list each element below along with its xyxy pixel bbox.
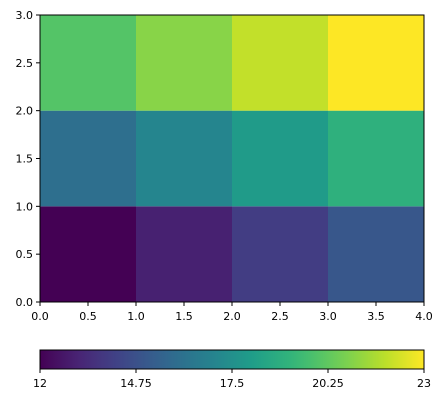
heatmap-cell [40,110,136,207]
x-tick-label: 4.0 [415,310,433,323]
x-tick-label: 0.0 [31,310,49,323]
colorbar-tick-label: 14.75 [120,377,152,390]
y-tick-label: 1.0 [16,200,34,213]
heatmap-cell [232,15,328,111]
x-axis: 0.0 0.5 1.0 1.5 2.0 2.5 3.0 3.5 4.0 [31,302,433,323]
y-tick-label: 1.5 [16,153,34,166]
colorbar-tick-label: 12 [33,377,47,390]
x-tick-label: 0.5 [79,310,97,323]
x-tick-label: 2.0 [223,310,241,323]
y-tick-label: 0.5 [16,248,34,261]
heatmap-cell [328,110,424,207]
heatmap-cell [232,110,328,207]
heatmap-cell [40,206,136,302]
colorbar-tick-label: 17.5 [220,377,245,390]
x-tick-label: 1.5 [175,310,193,323]
y-tick-label: 0.0 [16,296,34,309]
heatmap-cell [136,206,232,302]
colorbar-tick-label: 20.25 [312,377,344,390]
x-tick-label: 2.5 [271,310,289,323]
colorbar-axis: 12 14.75 17.5 20.25 23 [33,369,431,390]
heatmap-cell [136,15,232,111]
y-tick-label: 2.5 [16,57,34,70]
y-tick-label: 2.0 [16,105,34,118]
x-tick-label: 3.0 [319,310,337,323]
y-axis: 0.0 0.5 1.0 1.5 2.0 2.5 3.0 [16,9,40,309]
heatmap-cell [232,206,328,302]
y-tick-label: 3.0 [16,9,34,22]
heatmap-cell [328,206,424,302]
heatmap-cell [136,110,232,207]
colorbar-tick-label: 23 [417,377,431,390]
x-tick-label: 1.0 [127,310,145,323]
heatmap-cell [40,15,136,111]
heatmap-cell [328,15,424,111]
colorbar [39,349,425,370]
x-tick-label: 3.5 [367,310,385,323]
heatmap-cells [40,15,424,302]
